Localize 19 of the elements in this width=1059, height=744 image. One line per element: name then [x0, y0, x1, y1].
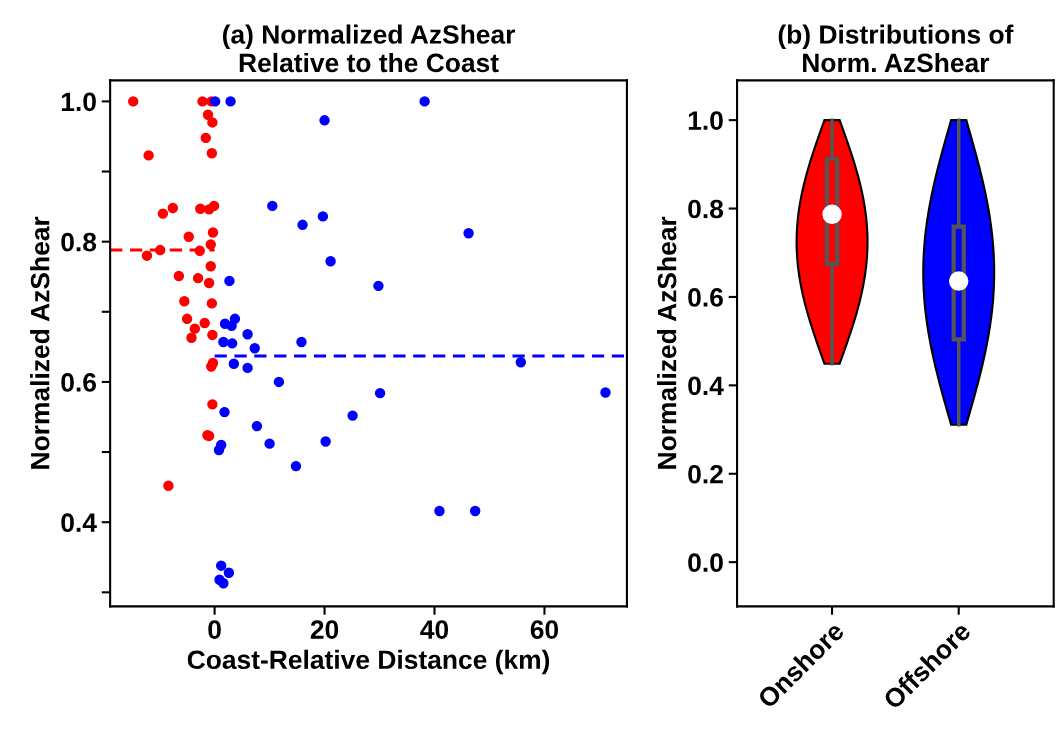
- y-tick-label: 0.0: [688, 553, 723, 572]
- y-tick-label: 0.4: [61, 513, 97, 533]
- y-axis-title: Normalized AzShear: [657, 216, 677, 469]
- x-tick-label: 20: [310, 620, 339, 639]
- y-tick-label: 1.0: [688, 111, 723, 130]
- y-tick-label: 0.2: [688, 464, 723, 484]
- y-tick-label: 1.0: [61, 92, 96, 112]
- y-tick-label: 0.8: [688, 199, 724, 219]
- y-tick-label: 0.4: [688, 376, 724, 396]
- x-tick-label: 60: [530, 620, 559, 639]
- chart-title: (a) Normalized AzShear Relative to the Coast: [222, 24, 516, 73]
- y-tick-label: 0.6: [61, 373, 96, 392]
- y-tick-label: 0.8: [61, 232, 97, 252]
- x-tick-label: 0: [208, 620, 221, 639]
- x-axis-title: Coast-Relative Distance (km): [187, 649, 550, 675]
- x-tick-label: 40: [420, 620, 449, 639]
- y-tick-label: 0.6: [688, 288, 723, 307]
- y-axis-title: Normalized AzShear: [30, 216, 50, 469]
- chart-title: (b) Distributions of Norm. AzShear: [778, 24, 1014, 73]
